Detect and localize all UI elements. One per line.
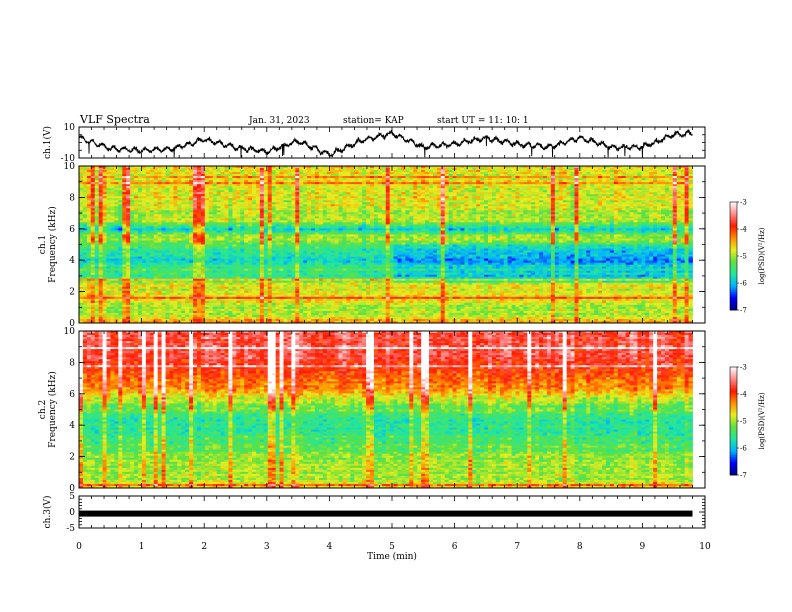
y-tick-label: 8 [69,193,75,203]
colorbar-tick-label: -6 [740,445,747,453]
y-tick-label: 6 [69,225,75,235]
ch3-wave-ylabel: ch.3(V) [42,496,53,529]
start-time-label: start UT = 11: 10: 1 [437,116,529,126]
y-tick-label: 4 [69,421,75,431]
y-tick-label: 10 [64,162,76,172]
station-label: station= KAP [343,116,404,126]
colorbar-label: log(PSD)(V²/Hz) [758,227,766,284]
colorbar-ch1: -3 -4 -5 -6 -7 log(PSD)(V²/Hz) [730,199,766,315]
ch2-spectrogram-channel-label: ch.2 [38,400,48,419]
colorbar-tick-label: -4 [740,226,747,234]
time-axis: 0 1 2 3 4 5 6 7 8 9 10 Time (min) [76,542,711,562]
ch2-spectrogram [79,331,693,488]
y-tick-label: 5 [69,492,75,502]
y-tick-label: 2 [69,453,75,463]
colorbar-tick-label: -6 [740,280,747,288]
date-label: Jan. 31, 2023 [248,116,310,126]
ch3-waveform-panel: 5 0 -5 ch.3(V) [42,492,705,534]
ch1-spectrogram-ylabel: Frequency (kHz) [47,206,58,283]
x-tick-label: 4 [327,542,333,552]
x-axis-label: Time (min) [367,551,417,562]
colorbar-tick-label: -4 [740,391,747,399]
ch1-wave-ylabel: ch.1(V) [42,126,53,159]
ch1-spectrogram-channel-label: ch.1 [38,235,48,254]
y-tick-label: 0 [69,508,75,518]
x-tick-label: 9 [640,542,646,552]
colorbar-tick-label: -7 [740,307,747,315]
colorbar-gradient [730,367,737,475]
colorbar-tick-label: -3 [740,364,747,372]
ch3-trace [79,511,692,517]
y-tick-label: 6 [69,390,75,400]
colorbar-tick-label: -7 [740,472,747,480]
colorbar-tick-label: -5 [740,418,747,426]
figure-title: VLF Spectra [79,113,150,126]
y-tick-label: 8 [69,358,75,368]
colorbar-gradient [730,202,737,310]
y-tick-label: 4 [69,256,75,266]
colorbar-tick-label: -3 [740,199,747,207]
ch2-spectrogram-ylabel: Frequency (kHz) [47,371,58,448]
colorbar-ch2: -3 -4 -5 -6 -7 log(PSD)(V²/Hz) [730,364,766,480]
colorbar-tick-label: -5 [740,253,747,261]
y-tick-label: -5 [66,524,75,534]
y-tick-label: 10 [64,123,76,133]
x-tick-label: 0 [76,542,82,552]
ch1-trace [79,130,692,157]
x-tick-label: 10 [699,542,711,552]
y-tick-label: 10 [64,327,76,337]
x-tick-label: 8 [577,542,583,552]
x-tick-label: 2 [201,542,207,552]
ch1-spectrogram [79,166,693,323]
colorbar-label: log(PSD)(V²/Hz) [758,392,766,449]
x-tick-label: 5 [389,542,395,552]
y-tick-label: 2 [69,288,75,298]
x-tick-label: 6 [452,542,458,552]
x-tick-label: 7 [514,542,520,552]
x-tick-label: 3 [264,542,270,552]
x-tick-label: 1 [139,542,145,552]
